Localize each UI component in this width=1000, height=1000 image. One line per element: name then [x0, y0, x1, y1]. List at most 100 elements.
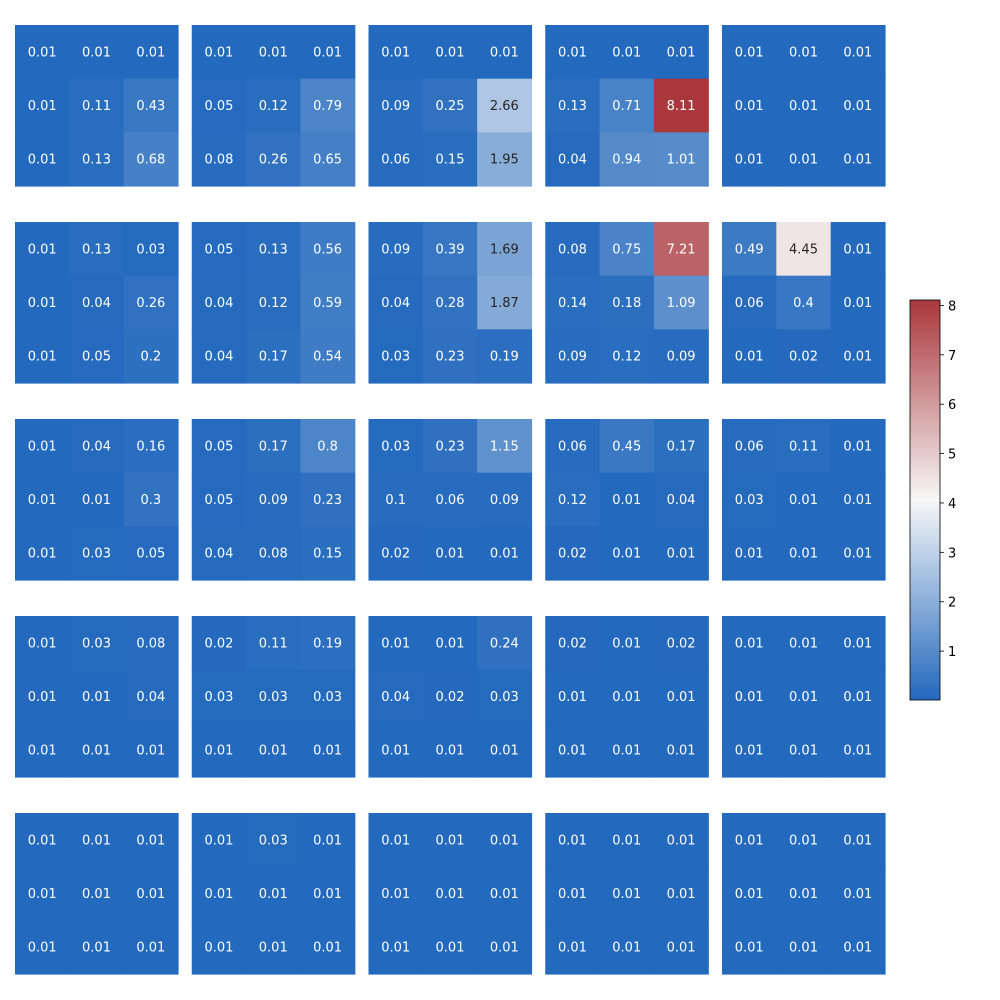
cell-value-label: 0.12: [259, 99, 288, 114]
heatmap-cell: [477, 472, 533, 527]
cell-value-label: 0.01: [789, 547, 818, 562]
cell-value-label: 0.01: [667, 744, 696, 759]
cell-value-label: 0.01: [843, 744, 872, 759]
heatmap-cell: [246, 616, 302, 671]
cell-value-label: 0.17: [259, 350, 288, 365]
colorbar-tick-label: 1: [948, 645, 956, 660]
colorbar-tick-label: 2: [948, 596, 956, 611]
heatmap-cell: [123, 78, 179, 133]
heatmap-cell: [69, 419, 125, 474]
heatmap-cell: [69, 669, 125, 724]
heatmap-cell: [830, 275, 886, 330]
cell-value-label: 0.16: [136, 439, 165, 454]
heatmap-cell: [123, 275, 179, 330]
heatmap-panel: 0.05 0.13 0.56 0.04 0.12 0.59 0.04 0.17 0.54: [191, 222, 356, 384]
heatmap-cell: [368, 616, 424, 671]
heatmap-cell: [368, 78, 424, 133]
heatmap-cell: [722, 78, 777, 133]
cell-value-label: 0.01: [136, 941, 165, 956]
heatmap-cell: [477, 616, 533, 671]
heatmap-cell: [191, 132, 247, 187]
cell-value-label: 0.04: [381, 296, 410, 311]
heatmap-cell: [722, 25, 777, 80]
heatmap-cell: [191, 419, 247, 474]
cell-value-label: 0.43: [136, 99, 165, 114]
cell-value-label: 0.01: [843, 833, 872, 848]
cell-value-label: 0.49: [735, 242, 764, 257]
heatmap-cell: [422, 813, 478, 868]
heatmap-cell: [368, 526, 424, 581]
heatmap-panel: 0.03 0.23 1.15 0.1 0.06 0.09 0.02 0.01 0.01: [368, 419, 533, 581]
heatmap-panel: 0.06 0.45 0.17 0.12 0.01 0.04 0.02 0.01 0.01: [545, 419, 709, 581]
heatmap-cell: [599, 920, 655, 975]
cell-value-label: 0.01: [612, 493, 641, 508]
heatmap-cell: [15, 419, 70, 474]
cell-value-label: 0.11: [259, 636, 288, 651]
cell-value-label: 0.01: [843, 941, 872, 956]
heatmap-cell: [69, 132, 125, 187]
cell-value-label: 0.03: [136, 242, 165, 257]
heatmap-cell: [123, 669, 179, 724]
cell-value-label: 0.04: [82, 439, 111, 454]
cell-value-label: 0.01: [490, 744, 519, 759]
cell-value-label: 0.01: [789, 493, 818, 508]
cell-value-label: 0.13: [259, 242, 288, 257]
cell-value-label: 0.08: [259, 547, 288, 562]
cell-value-label: 1.01: [667, 153, 696, 168]
cell-value-label: 0.01: [313, 941, 342, 956]
heatmap-cell: [191, 329, 247, 384]
cell-value-label: 0.01: [735, 833, 764, 848]
cell-value-label: 0.19: [313, 636, 342, 651]
heatmap-panel: 0.01 0.03 0.01 0.01 0.01 0.01 0.01 0.01 0.01: [191, 813, 356, 975]
heatmap-cell: [653, 616, 709, 671]
heatmap-cell: [123, 329, 179, 384]
cell-value-label: 0.01: [612, 941, 641, 956]
cell-value-label: 0.01: [28, 45, 57, 60]
heatmap-cell: [422, 920, 478, 975]
heatmap-panel: 0.09 0.39 1.69 0.04 0.28 1.87 0.03 0.23 0.19: [368, 222, 533, 384]
heatmap-cell: [599, 616, 655, 671]
cell-value-label: 0.02: [558, 547, 587, 562]
heatmap-cell: [599, 132, 655, 187]
heatmap-cell: [830, 813, 886, 868]
heatmap-cell: [15, 616, 70, 671]
heatmap-cell: [653, 669, 709, 724]
heatmap-cell: [477, 132, 533, 187]
heatmap-cell: [722, 329, 777, 384]
cell-value-label: 0.01: [28, 887, 57, 902]
heatmap-cell: [722, 419, 777, 474]
heatmap-cell: [300, 472, 356, 527]
cell-value-label: 0.01: [28, 153, 57, 168]
heatmap-cell: [422, 25, 478, 80]
cell-value-label: 0.94: [612, 153, 641, 168]
cell-value-label: 0.03: [82, 547, 111, 562]
heatmap-cell: [830, 669, 886, 724]
heatmap-panel: 0.49 4.45 0.01 0.06 0.4 0.01 0.01 0.02 0.01: [722, 222, 886, 384]
colorbar-tick-label: 4: [948, 497, 956, 512]
cell-value-label: 0.01: [313, 887, 342, 902]
cell-value-label: 0.09: [558, 350, 587, 365]
heatmap-cell: [15, 866, 70, 921]
cell-value-label: 0.01: [789, 153, 818, 168]
cell-value-label: 0.01: [735, 45, 764, 60]
cell-value-label: 0.03: [313, 690, 342, 705]
heatmap-cell: [422, 723, 478, 778]
cell-value-label: 0.01: [735, 350, 764, 365]
heatmap-cell: [776, 669, 832, 724]
cell-value-label: 0.01: [82, 941, 111, 956]
heatmap-cell: [545, 723, 601, 778]
heatmap-cell: [776, 526, 832, 581]
cell-value-label: 1.15: [490, 439, 519, 454]
cell-value-label: 0.01: [28, 296, 57, 311]
cell-value-label: 0.01: [82, 833, 111, 848]
cell-value-label: 0.01: [381, 744, 410, 759]
cell-value-label: 0.01: [735, 941, 764, 956]
heatmap-cell: [830, 472, 886, 527]
cell-value-label: 0.19: [490, 350, 519, 365]
heatmap-cell: [300, 25, 356, 80]
cell-value-label: 0.01: [259, 744, 288, 759]
cell-value-label: 0.25: [436, 99, 465, 114]
cell-value-label: 0.01: [789, 690, 818, 705]
heatmap-cell: [653, 723, 709, 778]
heatmap-cell: [123, 920, 179, 975]
